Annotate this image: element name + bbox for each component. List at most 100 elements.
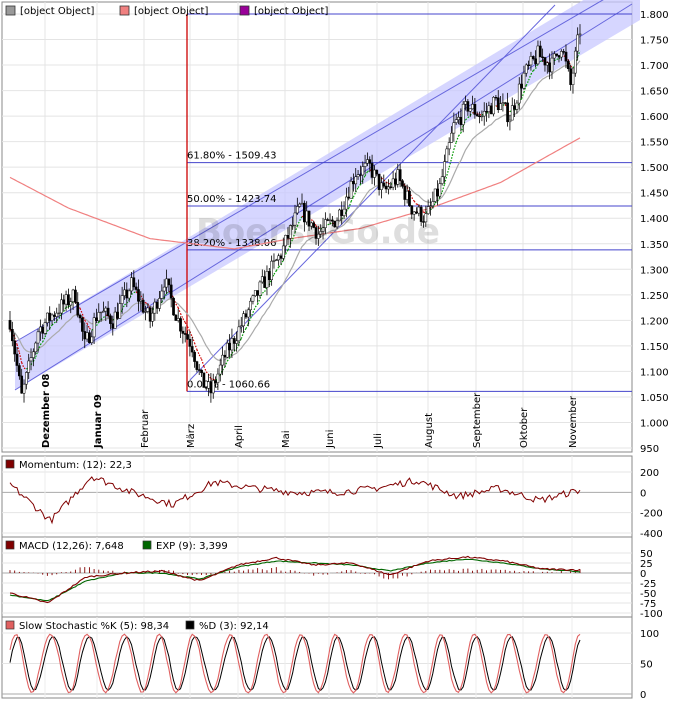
candle-body [467, 101, 469, 111]
y-tick-label: 1.500 [640, 163, 669, 174]
candle-body [271, 261, 273, 280]
candle-body [51, 315, 53, 321]
y-tick-label: 1.050 [640, 393, 669, 404]
candle-body [70, 302, 72, 305]
y-tick-label: 0 [640, 690, 646, 700]
candle-body [21, 376, 23, 393]
candle-body [205, 387, 207, 388]
candle-body [224, 355, 226, 357]
month-label: September [472, 392, 483, 448]
candle-body [172, 298, 174, 315]
candle-body [462, 104, 464, 124]
candle-body [247, 310, 249, 317]
y-tick-label: 1.250 [640, 291, 669, 302]
fib-label: 61.80% - 1509.43 [187, 151, 276, 162]
candle-body [79, 315, 81, 318]
candle-body [539, 46, 541, 57]
candle-body [116, 312, 118, 318]
candle-body [266, 271, 268, 287]
legend-swatch [6, 460, 14, 468]
candle-body [542, 57, 544, 58]
candle-body [163, 287, 165, 291]
legend-swatch [6, 621, 14, 629]
y-tick-label: 1.700 [640, 61, 669, 72]
candle-body [565, 52, 567, 61]
candle-body [144, 311, 146, 312]
y-tick-label: 1.000 [640, 418, 669, 429]
candle-body [299, 204, 301, 206]
candle-body [476, 114, 478, 115]
candle-body [436, 189, 438, 196]
candle-body [373, 170, 375, 177]
candle-body [28, 361, 30, 373]
candle-body [198, 370, 200, 371]
candle-body [464, 101, 466, 104]
candle-body [200, 370, 202, 373]
candle-body [359, 175, 361, 176]
month-label: Dezember 08 [41, 374, 52, 448]
candle-body [39, 327, 41, 332]
y-tick-label: 1.300 [640, 265, 669, 276]
candle-body [280, 256, 282, 259]
legend-swatch [6, 6, 15, 15]
candle-body [98, 312, 100, 320]
candle-body [53, 315, 55, 317]
candle-body [95, 318, 97, 321]
candle-body [378, 174, 380, 190]
candle-body [383, 183, 385, 186]
fib-label: 0.00% - 1060.66 [187, 379, 270, 390]
y-tick-label: 1.150 [640, 342, 669, 353]
month-label: August [424, 413, 435, 448]
candle-body [165, 279, 167, 287]
candle-body [537, 46, 539, 64]
y-tick-label: -400 [640, 529, 663, 540]
candle-body [77, 302, 79, 315]
candle-body [261, 277, 263, 282]
y-tick-label: 50 [640, 660, 653, 671]
y-tick-label: 0 [640, 488, 646, 499]
candle-body [63, 300, 65, 304]
candle-body [196, 362, 198, 370]
candle-body [572, 73, 574, 85]
candle-body [191, 346, 193, 352]
candle-body [231, 338, 233, 350]
candle-body [488, 106, 490, 112]
candle-body [380, 183, 382, 190]
candle-body [448, 143, 450, 149]
candle-body [112, 324, 114, 329]
candle-body [228, 343, 230, 350]
candle-body [504, 103, 506, 104]
candle-body [212, 381, 214, 393]
y-tick-label: 1.100 [640, 367, 669, 378]
candle-body [49, 313, 51, 321]
candle-body [528, 65, 530, 66]
candle-body [535, 59, 537, 64]
candle-body [154, 302, 156, 313]
y-tick-label: 1.650 [640, 87, 669, 98]
y-tick-label: 1.600 [640, 112, 669, 123]
candle-body [546, 63, 548, 65]
month-label: März [186, 424, 197, 448]
candle-body [441, 177, 443, 184]
candle-body [485, 111, 487, 112]
candle-body [530, 56, 532, 65]
y-tick-label: 100 [640, 629, 659, 640]
y-tick-label: 1.200 [640, 316, 669, 327]
candle-body [102, 311, 104, 312]
month-label: Juli [373, 433, 384, 449]
candle-body [142, 300, 144, 312]
month-label: Mai [281, 430, 292, 448]
candle-body [553, 54, 555, 58]
y-tick-label: 1.750 [640, 36, 669, 47]
candle-body [549, 63, 551, 72]
candle-body [390, 187, 392, 188]
candle-body [147, 308, 149, 312]
candle-body [362, 167, 364, 175]
candle-body [366, 160, 368, 164]
candle-body [233, 338, 235, 343]
candle-body [74, 290, 76, 302]
candle-body [35, 343, 37, 352]
candle-body [207, 382, 209, 389]
